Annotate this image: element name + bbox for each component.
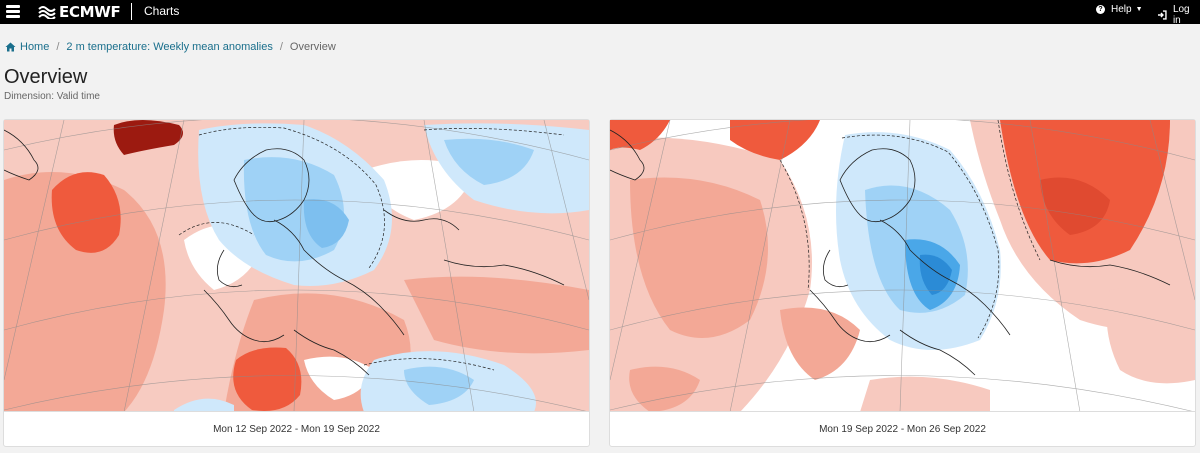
help-icon: ? — [1096, 5, 1105, 14]
chart-caption: Mon 19 Sep 2022 - Mon 26 Sep 2022 — [819, 424, 986, 435]
temperature-anomaly-map[interactable] — [610, 120, 1195, 412]
breadcrumb-separator: / — [56, 41, 60, 53]
top-navigation-bar: ECMWF Charts ? Help ▼ Log in — [0, 0, 1200, 26]
login-button[interactable]: Log in — [1157, 4, 1200, 26]
login-label: Log in — [1172, 4, 1190, 26]
ecmwf-logo[interactable]: ECMWF — [38, 2, 121, 22]
chart-caption: Mon 12 Sep 2022 - Mon 19 Sep 2022 — [213, 424, 380, 435]
breadcrumb: Home / 2 m temperature: Weekly mean anom… — [5, 41, 336, 53]
caret-down-icon: ▼ — [1135, 6, 1143, 13]
breadcrumb-current: Overview — [289, 41, 336, 53]
temperature-anomaly-map[interactable] — [4, 120, 589, 412]
help-label: Help — [1111, 4, 1132, 15]
home-icon — [5, 42, 16, 52]
breadcrumb-home-link[interactable]: Home — [20, 41, 50, 53]
breadcrumb-parent-link[interactable]: 2 m temperature: Weekly mean anomalies — [66, 41, 273, 53]
logo-text: ECMWF — [59, 3, 121, 21]
chart-card-week-1[interactable]: Mon 12 Sep 2022 - Mon 19 Sep 2022 — [3, 119, 590, 447]
charts-link[interactable]: Charts — [144, 4, 180, 18]
dimension-label: Dimension: Valid time — [4, 91, 100, 102]
sign-in-icon — [1157, 10, 1167, 20]
breadcrumb-separator: / — [279, 41, 283, 53]
page-title: Overview — [4, 66, 88, 88]
ecmwf-logo-icon — [38, 6, 56, 19]
menu-icon[interactable] — [6, 3, 20, 20]
chart-card-week-2[interactable]: Mon 19 Sep 2022 - Mon 26 Sep 2022 — [609, 119, 1196, 447]
help-menu-button[interactable]: ? Help ▼ — [1096, 4, 1143, 15]
header-divider — [131, 3, 132, 20]
